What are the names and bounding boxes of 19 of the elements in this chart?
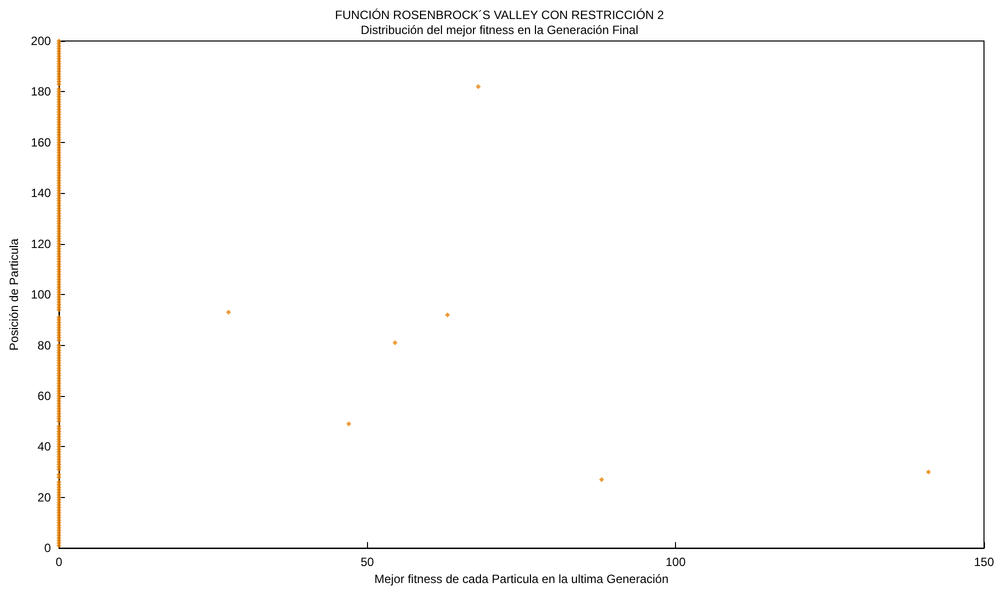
- x-tick-label: 100: [666, 555, 686, 570]
- x-tick-label: 150: [974, 555, 994, 570]
- y-tick-label: 100: [30, 288, 52, 302]
- x-tick-label: 50: [360, 555, 374, 570]
- y-axis-title: Posición de Particula: [7, 238, 21, 351]
- y-tick-label: 20: [38, 490, 52, 504]
- x-tick-label: 0: [56, 555, 63, 570]
- y-tick-label: 40: [38, 440, 52, 454]
- x-axis-title: Mejor fitness de cada Particula en la ultima Generación: [374, 572, 669, 586]
- y-tick-label: 200: [30, 34, 52, 48]
- y-tick-label: 180: [30, 84, 52, 99]
- y-tick-label: 0: [44, 541, 52, 556]
- y-tick-label: 140: [30, 186, 52, 200]
- chart-subtitle: Distribución del mejor fitness en la Generación Final: [360, 23, 638, 37]
- y-tick-label: 120: [30, 236, 52, 251]
- y-tick-label: 80: [38, 338, 52, 352]
- y-tick-label: 160: [30, 135, 52, 150]
- chart-title: FUNCIÓN ROSENBROCK´S VALLEY CON RESTRICCIÓN 2: [335, 8, 664, 22]
- y-tick-label: 60: [38, 388, 52, 403]
